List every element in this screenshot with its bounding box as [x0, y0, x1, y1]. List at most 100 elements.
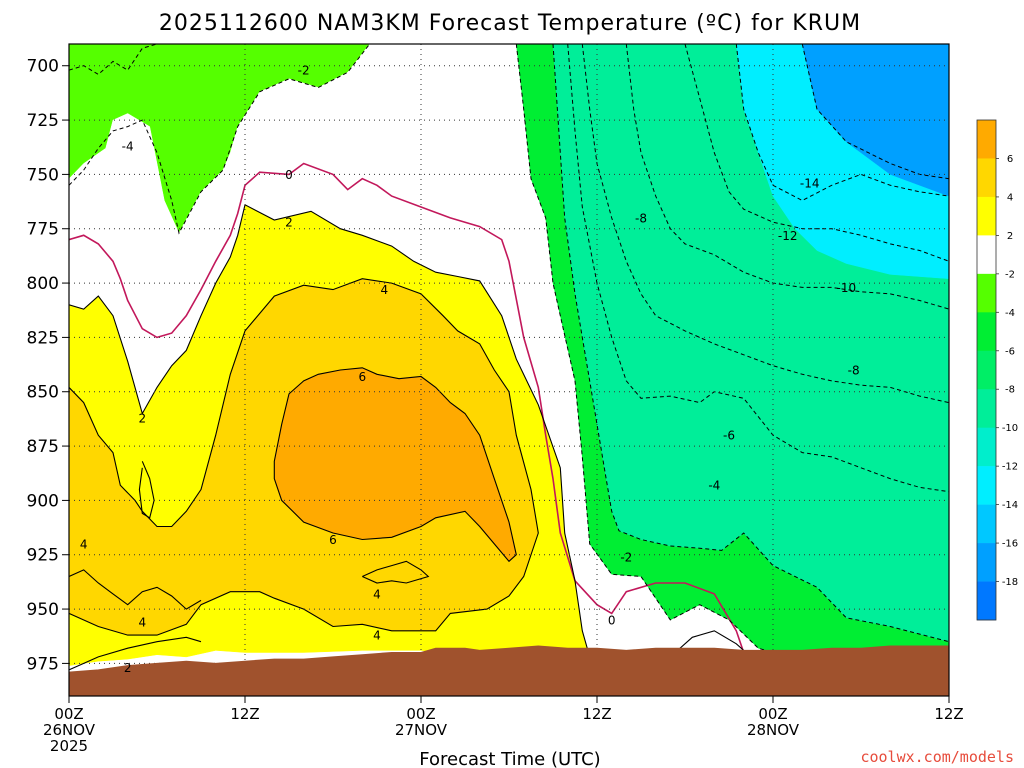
colorbar-label: -12 — [1002, 462, 1018, 473]
contour-line--2 — [69, 44, 371, 235]
credit-text: coolwx.com/models — [860, 748, 1014, 766]
colorbar-label: -18 — [1002, 577, 1018, 588]
contour-label: 0 — [608, 613, 616, 627]
contour-line-2 — [669, 630, 752, 658]
contour-line-4 — [362, 560, 430, 584]
colorbar-label: -10 — [1002, 423, 1018, 434]
colorbar: 6 4 2 -2 -4 -6 -8 -10 -12 -14 -16 -18 — [976, 119, 1018, 621]
contour-line--14 — [735, 44, 949, 202]
contour-label: 6 — [329, 533, 337, 547]
colorbar-bin--12-to--10 — [977, 427, 996, 467]
x-tick-year: 2025 — [50, 737, 88, 755]
colorbar-bin--14-to--12 — [977, 466, 996, 505]
colorbar-label: -6 — [1005, 346, 1015, 357]
ground-layer — [69, 645, 949, 696]
x-tick-label: 12Z — [582, 705, 611, 723]
contour-line--8 — [581, 44, 949, 404]
colorbar-bin--8-to--6 — [977, 350, 996, 390]
contour-line--6 — [567, 44, 949, 493]
contour-label: 4 — [381, 283, 389, 297]
y-tick-label: 775 — [27, 220, 59, 240]
contour-line-2 — [69, 203, 591, 658]
colorbar-label: 4 — [1007, 192, 1013, 203]
contour-line-2 — [69, 636, 202, 671]
x-tick-date: 26NOV — [43, 721, 96, 739]
y-tick-label: 850 — [27, 383, 59, 403]
contour-label: 2 — [124, 661, 132, 675]
contour-label: -14 — [800, 177, 820, 191]
x-tick-label: 12Z — [230, 705, 259, 723]
contour-label: -4 — [708, 479, 720, 493]
contour-label: -8 — [635, 211, 647, 225]
y-tick-label: 975 — [27, 654, 59, 674]
contour-line--2 — [515, 44, 788, 658]
colorbar-bin--10-to--8 — [977, 389, 996, 428]
chart-title: 2025112600 NAM3KM Forecast Temperature (… — [159, 11, 861, 36]
contour-label: 4 — [373, 587, 381, 601]
contour-label: 4 — [139, 616, 147, 630]
contour-line--12 — [684, 44, 949, 262]
x-tick-label: 00Z — [54, 705, 83, 723]
contour-label: -10 — [837, 281, 857, 295]
colorbar-bin-6-to-8 — [977, 120, 996, 159]
contour-line-6 — [273, 367, 517, 563]
colorbar-bin--18-to--16 — [977, 543, 996, 582]
filled-contours — [69, 44, 949, 666]
contour-label: -4 — [122, 140, 134, 154]
colorbar-bin-2-to-4 — [977, 196, 996, 236]
colorbar-label: -4 — [1005, 308, 1015, 319]
contour-label: -8 — [848, 364, 860, 378]
contour-label: 2 — [139, 411, 147, 425]
y-tick-label: 700 — [27, 57, 59, 77]
contour-label: -2 — [620, 550, 632, 564]
x-tick-date: 28NOV — [747, 721, 800, 739]
colorbar-label: -8 — [1005, 385, 1015, 396]
colorbar-bin--2-to-2 — [977, 235, 996, 275]
x-tick-label: 00Z — [406, 705, 435, 723]
ground-surface — [69, 645, 949, 696]
colorbar-label: -14 — [1002, 500, 1018, 511]
contour-line-4 — [138, 461, 155, 519]
y-axis: 700 725 750 775 800 825 850 875 900 925 950 975 — [27, 57, 69, 674]
y-tick-label: 875 — [27, 437, 59, 457]
contour-label: 0 — [285, 168, 293, 182]
colorbar-bin--4-to--2 — [977, 273, 996, 313]
y-tick-label: 750 — [27, 165, 59, 185]
contour-label: 6 — [359, 370, 367, 384]
contour-line--4 — [552, 44, 949, 643]
contour-label: 4 — [80, 537, 88, 551]
contour-line--4 — [69, 44, 158, 76]
contour-line-0 — [69, 162, 745, 653]
colorbar-label: 2 — [1007, 231, 1013, 242]
colorbar-label: -2 — [1005, 269, 1015, 280]
y-tick-label: 900 — [27, 491, 59, 511]
contour-labels: -2 -4 0 2 4 6 2 4 6 4 4 4 2 -8 -14 -12 -10 -8 -6 -4 -2 0 — [80, 64, 860, 676]
colorbar-label: -16 — [1002, 539, 1018, 550]
plot-frame — [68, 43, 950, 697]
contour-label: -2 — [298, 64, 310, 78]
y-tick-label: 950 — [27, 600, 59, 620]
gridlines — [69, 44, 949, 696]
colorbar-frame — [976, 119, 997, 621]
contour-line-4 — [69, 569, 202, 610]
x-tick-date: 27NOV — [395, 721, 448, 739]
contour-label: -6 — [723, 429, 735, 443]
contour-label: 4 — [373, 629, 381, 643]
colorbar-bin--20-to--18 — [977, 581, 996, 621]
y-tick-label: 800 — [27, 274, 59, 294]
x-axis-label: Forecast Time (UTC) — [419, 749, 600, 768]
contour-label: 2 — [285, 216, 293, 230]
x-tick-label: 12Z — [934, 705, 963, 723]
x-tick-label: 00Z — [758, 705, 787, 723]
colorbar-bin--16-to--14 — [977, 504, 996, 544]
colorbar-bin-4-to-6 — [977, 158, 996, 198]
y-tick-label: 825 — [27, 328, 59, 348]
colorbar-label: 6 — [1007, 154, 1013, 165]
contour-label: -12 — [778, 229, 798, 243]
contour-line--16 — [801, 44, 949, 180]
contour-line-4 — [69, 278, 539, 636]
y-tick-label: 925 — [27, 546, 59, 566]
contour-lines — [69, 44, 949, 671]
